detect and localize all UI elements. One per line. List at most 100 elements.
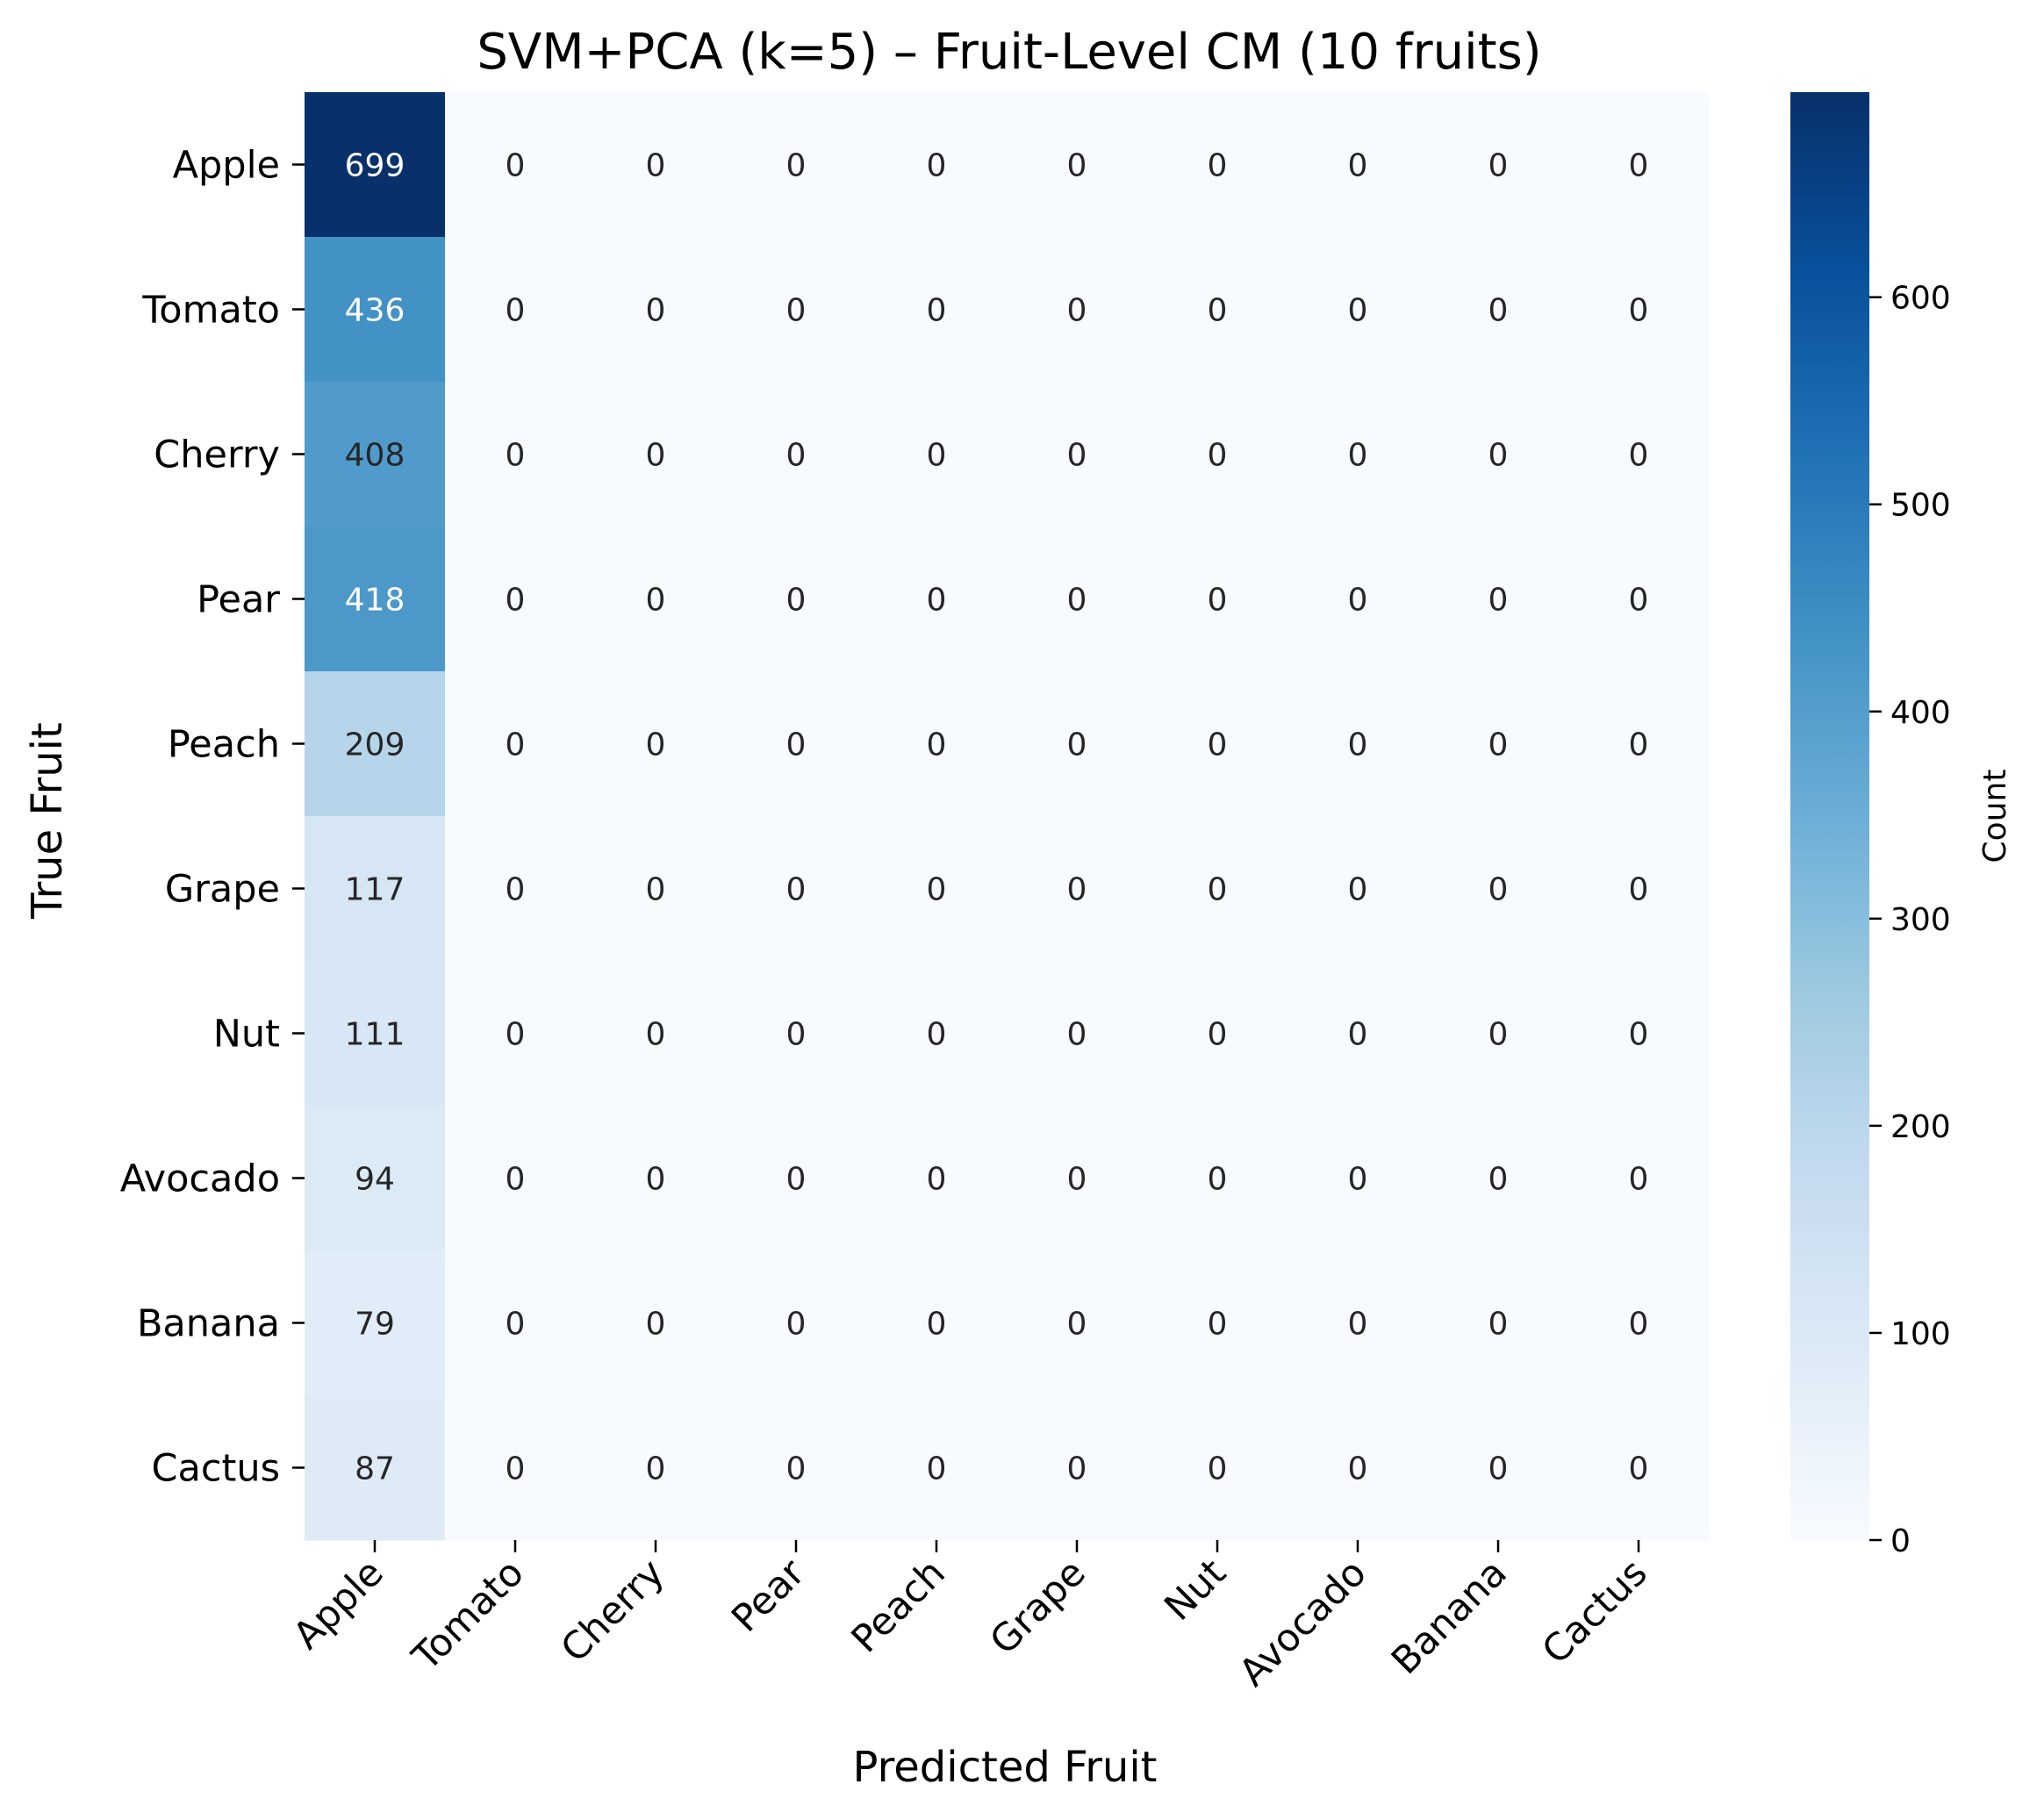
heatmap-cell (726, 237, 867, 383)
x-tick-label: Peach (843, 1551, 954, 1661)
heatmap-cell (305, 237, 446, 383)
cell-value-label: 408 (345, 438, 405, 474)
cell-value-label: 418 (345, 583, 405, 619)
colorbar-tick-label: 0 (1890, 1523, 1911, 1559)
cell-value-label: 0 (1067, 583, 1087, 619)
heatmap-cell (1287, 92, 1429, 238)
heatmap-cell (1428, 382, 1569, 527)
cell-value-label: 0 (1208, 1307, 1228, 1343)
heatmap-cell (726, 92, 867, 238)
heatmap-cell (1007, 1250, 1148, 1396)
heatmap-cell (1568, 237, 1710, 383)
x-tick-label: Pear (723, 1551, 814, 1641)
cell-value-label: 0 (1488, 1451, 1509, 1487)
heatmap-cell (866, 671, 1008, 817)
heatmap-cell (445, 92, 586, 238)
cell-value-label: 209 (345, 727, 405, 763)
cell-value-label: 0 (506, 1451, 526, 1487)
heatmap-cell (1568, 1395, 1710, 1541)
cell-value-label: 0 (927, 1451, 947, 1487)
x-tick-label: Nut (1156, 1551, 1234, 1629)
cell-value-label: 0 (1208, 293, 1228, 329)
cell-value-label: 0 (1208, 148, 1228, 184)
cell-value-label: 0 (1629, 1162, 1649, 1198)
cell-value-label: 0 (506, 1017, 526, 1053)
heatmap-cell (1568, 816, 1710, 962)
cell-value-label: 0 (1488, 1017, 1509, 1053)
cell-value-label: 0 (786, 148, 807, 184)
cell-value-label: 0 (1629, 727, 1649, 763)
cell-value-label: 0 (1348, 293, 1368, 329)
cell-value-label: 0 (1067, 1307, 1087, 1343)
cell-value-label: 0 (1348, 1307, 1368, 1343)
x-tick-label: Cactus (1534, 1551, 1656, 1673)
heatmap-cell (585, 92, 727, 238)
heatmap-cell (585, 671, 727, 817)
x-tick-label: Apple (285, 1551, 392, 1658)
heatmap-cell (726, 1106, 867, 1251)
cell-value-label: 0 (1067, 872, 1087, 908)
heatmap-cell (305, 961, 446, 1107)
heatmap-cell (1007, 527, 1148, 672)
cell-value-label: 0 (1488, 293, 1509, 329)
cell-value-label: 0 (1629, 1017, 1649, 1053)
cell-value-label: 0 (1629, 1307, 1649, 1343)
heatmap-cell (1287, 1106, 1429, 1251)
cell-value-label: 0 (786, 727, 807, 763)
heatmap-cell (1568, 92, 1710, 238)
heatmap-cell (1287, 961, 1429, 1107)
heatmap-cell (1287, 816, 1429, 962)
cell-value-label: 0 (1348, 1017, 1368, 1053)
y-axis: Apple Tomato Cherry Pear Peach Grape Nut Avocad… (120, 144, 305, 1491)
heatmap-cell (1147, 671, 1288, 817)
heatmap-cell (445, 382, 586, 527)
heatmap-cell (445, 527, 586, 672)
cell-value-label: 0 (506, 1307, 526, 1343)
heatmap-cell (1147, 1395, 1288, 1541)
heatmap-cell (445, 1106, 586, 1251)
cell-value-label: 0 (1208, 1162, 1228, 1198)
heatmap-cell (1568, 961, 1710, 1107)
colorbar-tick-label: 200 (1890, 1109, 1951, 1145)
heatmap-cell (305, 527, 446, 672)
heatmap-cell (305, 1250, 446, 1396)
cell-value-label: 0 (1348, 148, 1368, 184)
y-tick-label: Grape (165, 868, 280, 912)
heatmap-cell (1428, 961, 1569, 1107)
cell-value-label: 0 (1208, 727, 1228, 763)
cell-value-label: 0 (646, 148, 666, 184)
cell-value-label: 699 (345, 148, 405, 184)
cell-value-label: 0 (1629, 872, 1649, 908)
cell-value-label: 0 (927, 438, 947, 474)
heatmap-cell (445, 237, 586, 383)
colorbar-tick-label: 100 (1890, 1316, 1951, 1352)
heatmap-cell (866, 816, 1008, 962)
heatmap-cell (445, 671, 586, 817)
x-axis-label: Predicted Fruit (852, 1743, 1157, 1792)
cell-value-label: 0 (1348, 583, 1368, 619)
heatmap-cell (445, 816, 586, 962)
heatmap-cell (585, 816, 727, 962)
cell-value-label: 0 (1488, 583, 1509, 619)
heatmap-cell (1568, 1250, 1710, 1396)
cell-value-label: 0 (1488, 727, 1509, 763)
cell-value-label: 0 (1067, 148, 1087, 184)
colorbar-ticks: 0 100 200 300 400 500 600 (1869, 281, 1951, 1559)
cell-value-label: 0 (646, 727, 666, 763)
heatmap-cell (866, 961, 1008, 1107)
heatmap-cell (445, 1250, 586, 1396)
x-tick-label: Tomato (404, 1551, 533, 1680)
cell-value-label: 0 (786, 293, 807, 329)
cell-value-label: 0 (1208, 872, 1228, 908)
cell-value-label: 0 (786, 1307, 807, 1343)
heatmap-cell (1007, 237, 1148, 383)
heatmap-cell (866, 527, 1008, 672)
heatmap-cell (1287, 1395, 1429, 1541)
y-tick-label: Cactus (151, 1447, 280, 1491)
heatmap-cell (866, 1106, 1008, 1251)
heatmap-cell (866, 1250, 1008, 1396)
cell-value-label: 0 (1629, 148, 1649, 184)
x-tick-label: Grape (982, 1551, 1094, 1663)
heatmap-cell (726, 961, 867, 1107)
